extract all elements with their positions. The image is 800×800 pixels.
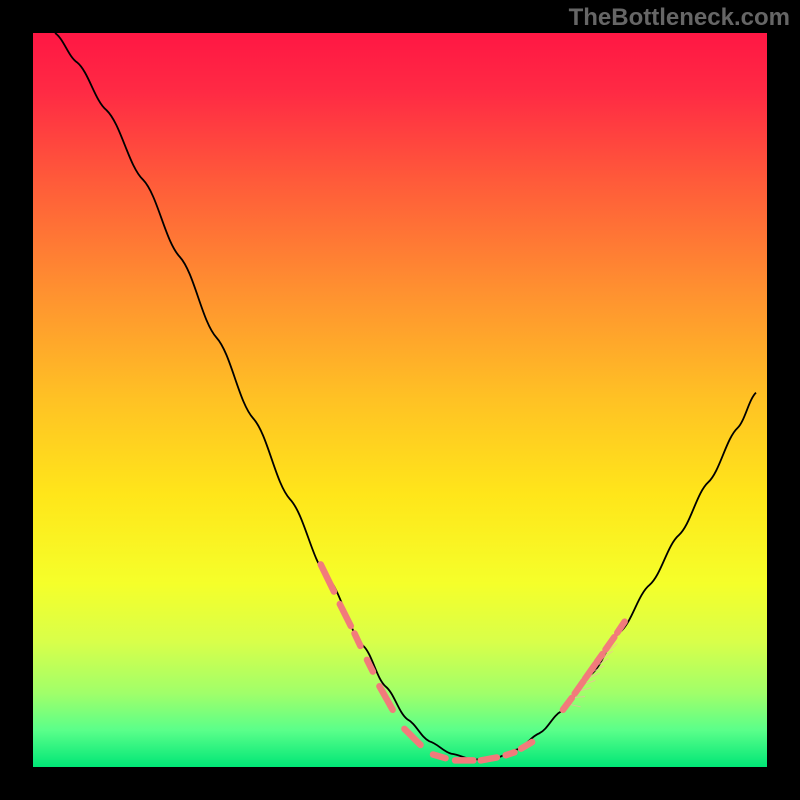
dash-segment-valley bbox=[433, 755, 445, 759]
dash-segment-valley bbox=[506, 752, 515, 755]
watermark-text: TheBottleneck.com bbox=[569, 4, 790, 32]
chart-svg bbox=[33, 33, 767, 767]
dash-segment-valley bbox=[481, 757, 497, 760]
chart-background bbox=[33, 33, 767, 767]
chart-plot-area bbox=[33, 33, 767, 767]
